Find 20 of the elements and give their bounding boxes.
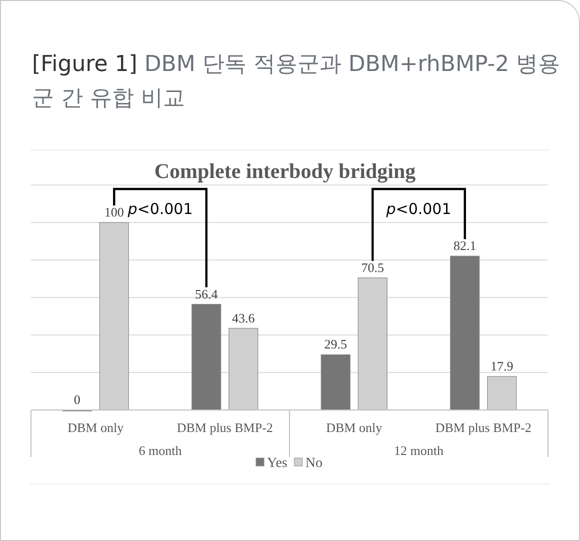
x-tick-label: DBM plus BMP-2 <box>435 420 532 435</box>
data-label: 17.9 <box>490 358 514 374</box>
data-label: 100 <box>104 204 124 220</box>
data-label: 56.4 <box>195 286 218 302</box>
legend-label: Yes <box>267 456 288 471</box>
data-label: 29.5 <box>324 336 347 352</box>
chart-subtitle: Complete interbody bridging <box>154 159 416 183</box>
data-label: 43.6 <box>232 310 256 326</box>
text: 12 month <box>394 443 444 458</box>
x-tick-label: DBM only <box>68 420 124 435</box>
x-tick-label: DBM plus BMP-2 <box>176 420 273 435</box>
annotation: p<0.001 <box>126 200 193 218</box>
data-label: 70.5 <box>361 260 384 275</box>
x-tick-label: DBM only <box>326 420 383 435</box>
text: 6 month <box>138 443 182 458</box>
chart-title: [Figure 1] DBM 단독 적용군과 DBM+rhBMP-2 병용군 간 유합 비교 <box>32 51 562 113</box>
annotation: p<0.001 <box>385 200 452 218</box>
data-label: 82.1 <box>454 238 476 254</box>
legend-label: No <box>305 456 322 471</box>
data-label: 0 <box>74 392 80 407</box>
